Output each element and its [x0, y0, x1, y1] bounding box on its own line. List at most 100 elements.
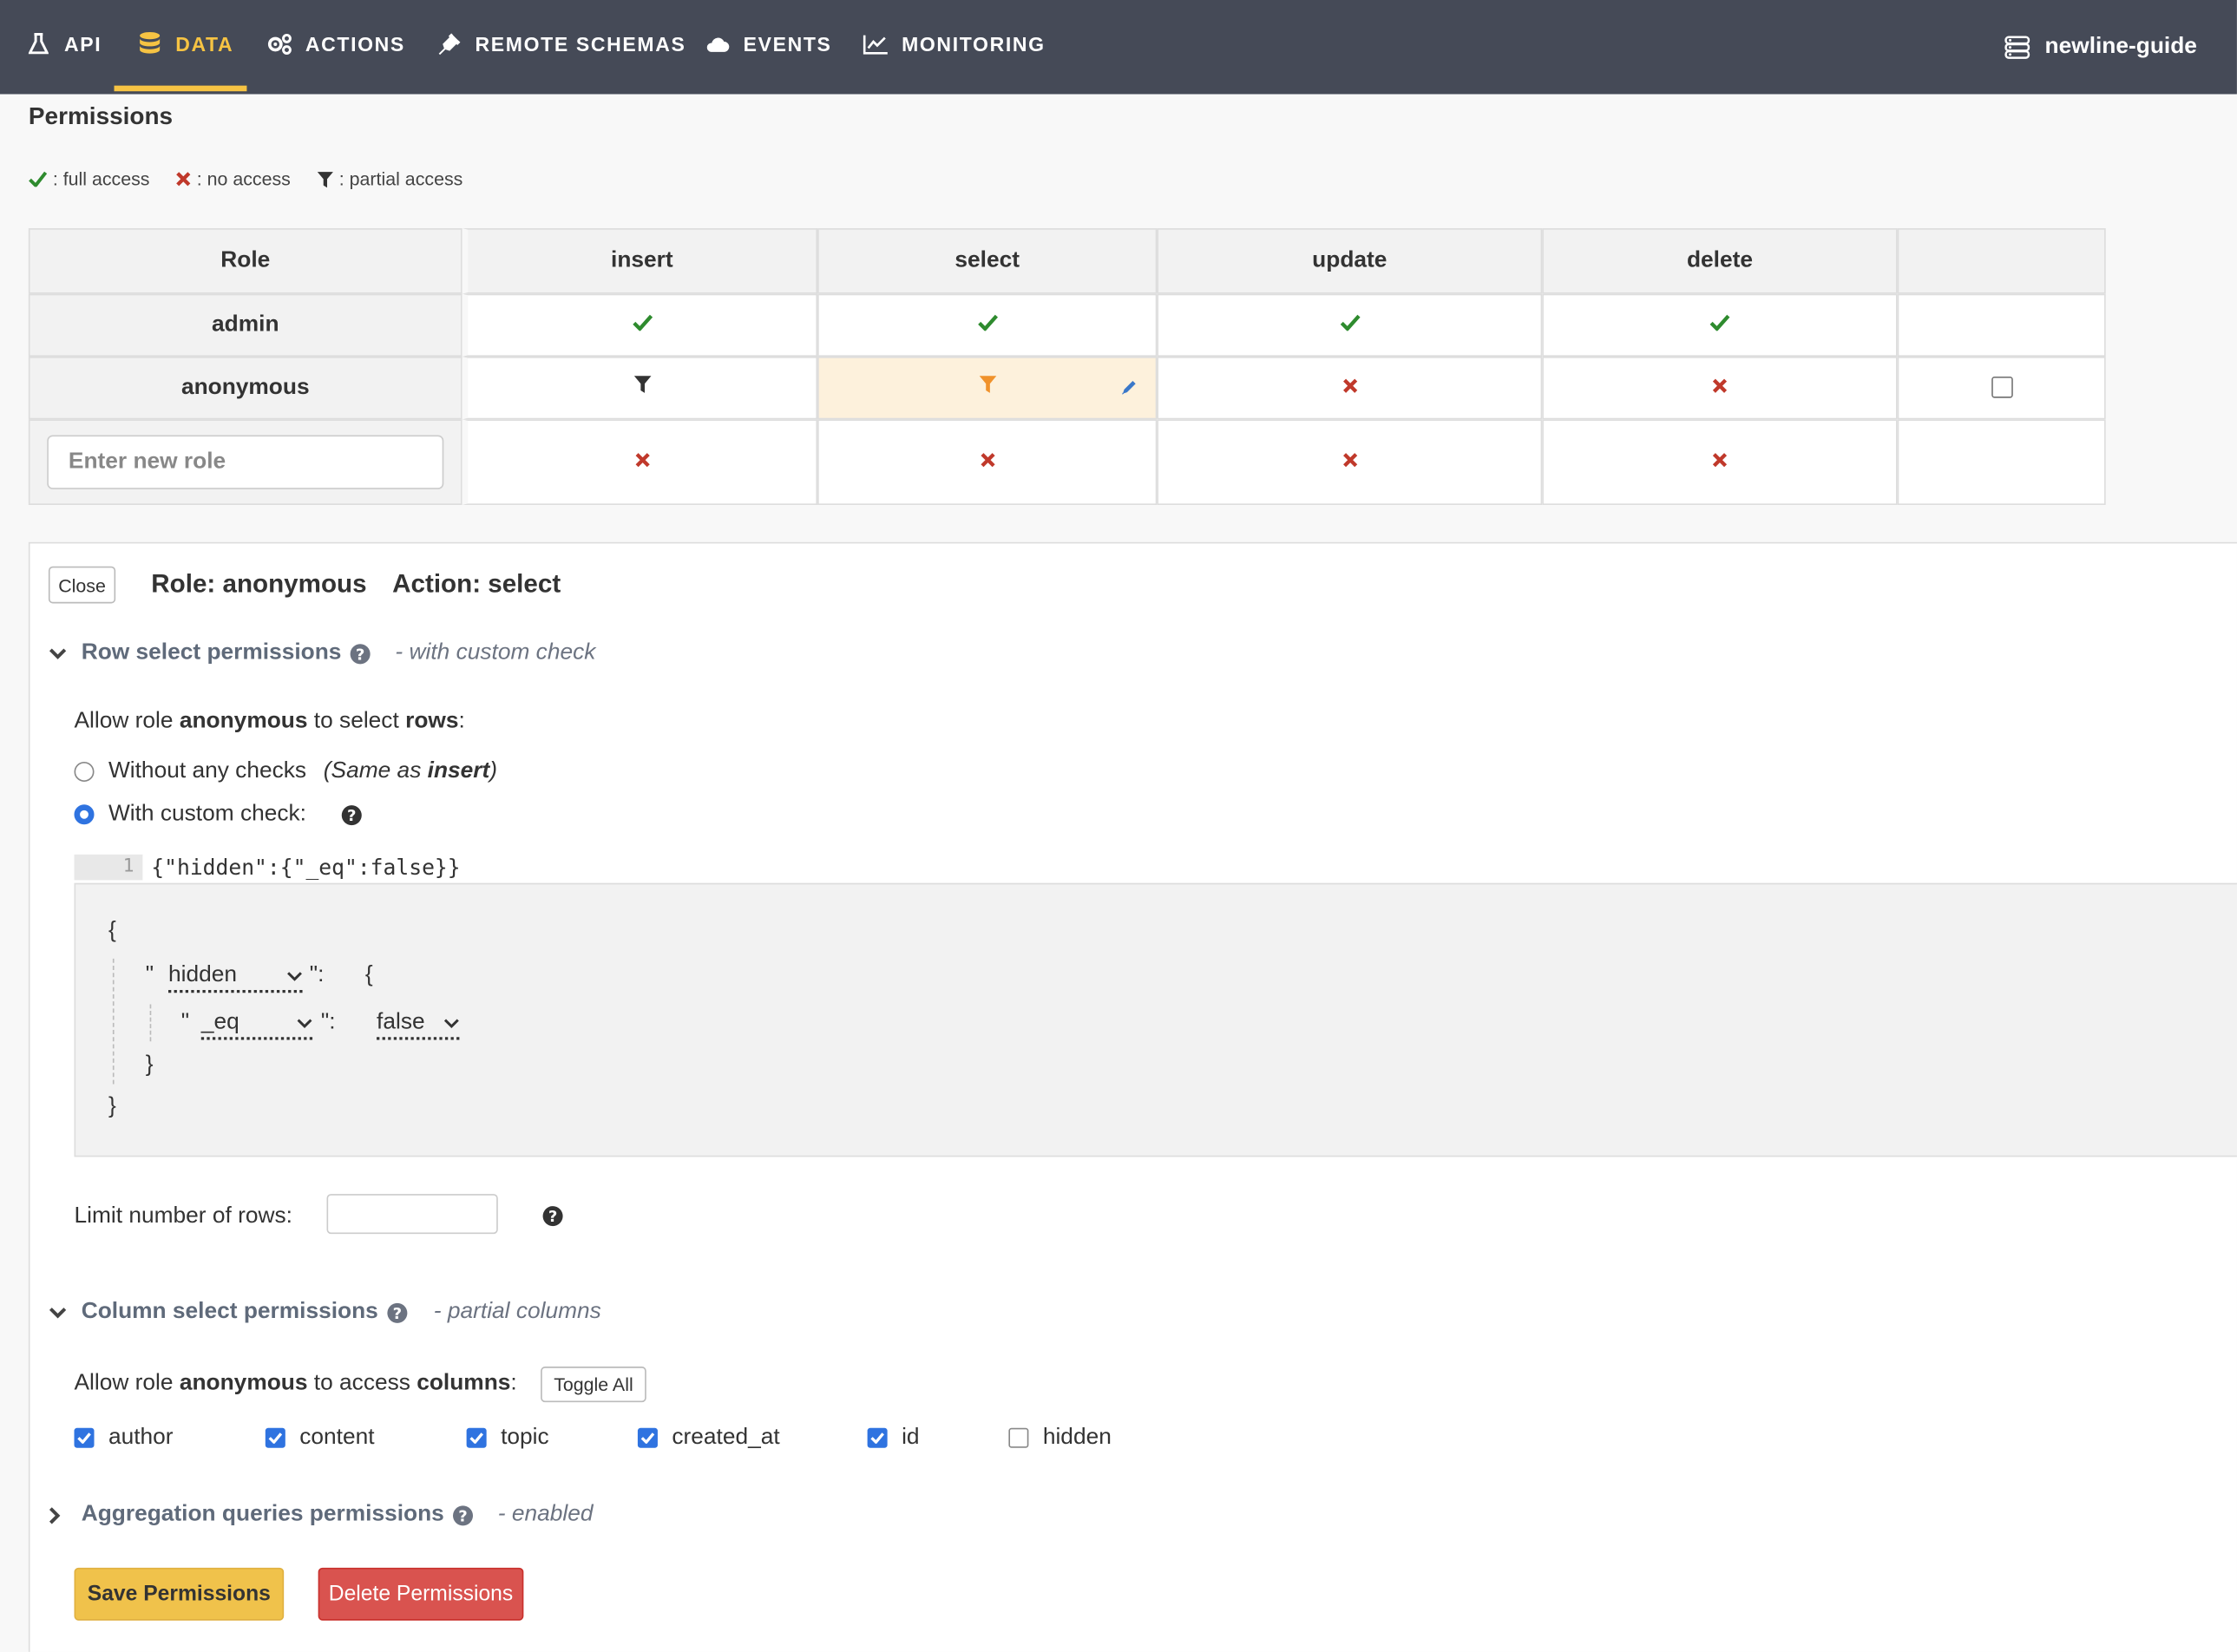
cross-icon	[980, 453, 994, 468]
chevron-down-icon	[287, 971, 302, 980]
svg-text:?: ?	[459, 1507, 469, 1525]
line-chart-icon	[863, 31, 889, 57]
column-checkbox-created-at[interactable]: created_at	[637, 1425, 780, 1451]
help-icon[interactable]: ?	[350, 643, 371, 665]
anonymous-delete-cell[interactable]	[1542, 357, 1898, 420]
column-name: created_at	[672, 1425, 780, 1450]
new-role-input[interactable]	[47, 435, 444, 489]
bulk-select-checkbox[interactable]	[1991, 377, 2013, 399]
column-checkbox-hidden[interactable]: hidden	[1008, 1425, 1112, 1451]
cogs-icon	[266, 31, 292, 57]
checkbox-checked[interactable]	[637, 1427, 658, 1448]
top-navbar: API DATA ACTIONS REMOTE SCHEMAS EVENTS	[0, 0, 2237, 95]
nav-actions[interactable]: ACTIONS	[266, 0, 404, 88]
allow-rows-role: anonymous	[179, 709, 308, 734]
column-permissions-toggle[interactable]: Column select permissions ?	[49, 1300, 408, 1326]
radio-button-on[interactable]	[74, 804, 95, 825]
permission-edit-panel: Close Role: anonymous Action: select Row…	[28, 541, 2237, 1652]
check-icon	[1709, 314, 1730, 332]
nav-events-label: EVENTS	[743, 32, 832, 56]
save-permissions-button[interactable]: Save Permissions	[74, 1567, 285, 1621]
builder-inner-guide	[149, 1004, 152, 1042]
nav-api[interactable]: API	[26, 0, 102, 88]
operator-dropdown[interactable]: _eq	[200, 1010, 313, 1040]
value-dropdown[interactable]: false	[377, 1010, 460, 1040]
json-editor-line[interactable]: 1 {"hidden":{"_eq":false}}	[74, 852, 2236, 883]
header-delete: delete	[1542, 228, 1898, 294]
admin-insert-cell[interactable]	[462, 293, 818, 357]
row-permissions-toggle[interactable]: Row select permissions ?	[49, 640, 371, 666]
chevron-down-icon	[49, 1306, 69, 1319]
column-checkbox-id[interactable]: id	[867, 1425, 920, 1451]
nav-data[interactable]: DATA	[137, 0, 233, 88]
pencil-icon[interactable]	[1120, 378, 1138, 404]
svg-text:?: ?	[393, 1304, 403, 1322]
cross-icon	[1342, 453, 1357, 468]
help-icon[interactable]: ?	[453, 1504, 475, 1526]
help-icon[interactable]: ?	[340, 803, 362, 825]
anonymous-select-cell[interactable]	[817, 357, 1158, 420]
operator-dropdown-value: _eq	[200, 1010, 239, 1034]
column-permissions-title: Column select permissions	[81, 1299, 378, 1324]
new-role-select-cell[interactable]	[817, 419, 1158, 506]
checkbox-checked[interactable]	[265, 1427, 285, 1448]
legend-no-access: : no access	[175, 168, 291, 190]
svg-text:?: ?	[356, 646, 365, 664]
allow-rows-target: rows	[405, 709, 459, 734]
check-icon	[632, 314, 653, 332]
checkbox-checked[interactable]	[466, 1427, 487, 1448]
chevron-down-icon	[49, 647, 69, 660]
builder-close-brace: }	[108, 1094, 116, 1118]
admin-update-cell[interactable]	[1157, 293, 1543, 357]
radio-without-checks[interactable]: Without any checks (Same as insert)	[74, 759, 497, 785]
aggregation-permissions-title: Aggregation queries permissions	[81, 1502, 444, 1527]
toggle-all-button[interactable]: Toggle All	[541, 1367, 646, 1403]
new-role-insert-cell[interactable]	[462, 419, 818, 506]
svg-text:?: ?	[548, 1208, 558, 1226]
limit-rows-input[interactable]	[326, 1194, 498, 1235]
radio-button-off[interactable]	[74, 761, 95, 782]
help-icon[interactable]: ?	[387, 1301, 409, 1323]
nav-remote-schemas[interactable]: REMOTE SCHEMAS	[436, 0, 686, 88]
row-permissions-title: Row select permissions	[81, 640, 342, 665]
close-button[interactable]: Close	[48, 566, 116, 604]
filter-icon	[633, 376, 651, 393]
anonymous-bulk-cell	[1897, 357, 2106, 420]
aggregation-permissions-toggle[interactable]: Aggregation queries permissions ?	[49, 1502, 474, 1528]
checkbox-unchecked[interactable]	[1008, 1427, 1029, 1448]
chevron-down-icon	[443, 1018, 459, 1028]
allow-columns-role: anonymous	[179, 1370, 308, 1395]
allow-rows-pre: Allow role	[74, 709, 180, 734]
role-name-anonymous: anonymous	[28, 357, 462, 420]
cross-icon	[176, 172, 191, 187]
project-menu[interactable]: newline-guide	[2004, 0, 2197, 95]
nav-events[interactable]: EVENTS	[705, 0, 831, 88]
nav-monitoring[interactable]: MONITORING	[863, 0, 1046, 88]
plug-icon	[436, 31, 462, 57]
help-icon[interactable]: ?	[542, 1205, 564, 1227]
column-checkbox-topic[interactable]: topic	[466, 1425, 549, 1451]
new-role-update-cell[interactable]	[1157, 419, 1543, 506]
column-checkbox-author[interactable]: author	[74, 1425, 174, 1451]
legend-none-label: : no access	[196, 168, 291, 190]
table-header-row: Role insert select update delete	[28, 228, 2106, 294]
admin-select-cell[interactable]	[817, 293, 1158, 357]
new-role-delete-cell[interactable]	[1542, 419, 1898, 506]
legend-partial-label: : partial access	[338, 168, 463, 190]
builder-inner-open: {	[364, 962, 373, 987]
builder-open-brace: {	[108, 918, 116, 943]
checkbox-checked[interactable]	[74, 1427, 95, 1448]
allow-columns-post: :	[510, 1370, 517, 1395]
checkbox-checked[interactable]	[867, 1427, 888, 1448]
admin-delete-cell[interactable]	[1542, 293, 1898, 357]
radio-custom-check[interactable]: With custom check: ?	[74, 802, 362, 828]
anonymous-update-cell[interactable]	[1157, 357, 1543, 420]
column-checkbox-content[interactable]: content	[265, 1425, 375, 1451]
server-icon	[2004, 34, 2031, 60]
admin-bulk-cell	[1897, 293, 2106, 357]
anonymous-insert-cell[interactable]	[462, 357, 818, 420]
column-dropdown[interactable]: hidden	[168, 963, 303, 993]
delete-permissions-button[interactable]: Delete Permissions	[318, 1567, 524, 1621]
radio-with-label: With custom check:	[108, 801, 306, 826]
